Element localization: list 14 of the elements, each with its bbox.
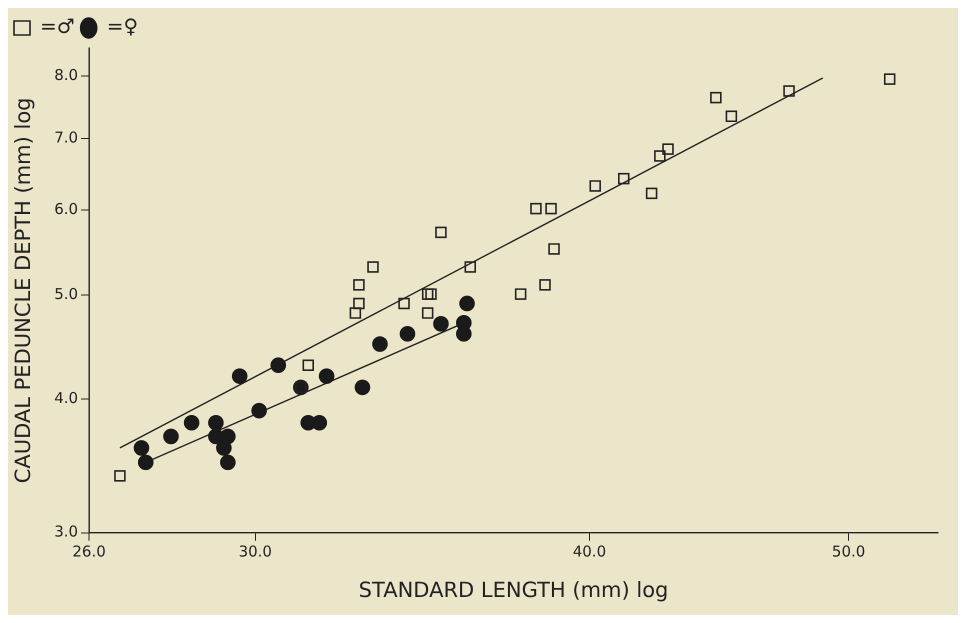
- y-axis-title: CAUDAL PEDUNCLE DEPTH (mm) log: [11, 97, 36, 484]
- y-tick-label: 5.0: [54, 284, 78, 303]
- y-tick-label: 7.0: [54, 128, 78, 146]
- y-tick-label: 6.0: [54, 200, 78, 218]
- legend-label: =♂: [40, 14, 75, 38]
- x-tick-label: 40.0: [572, 542, 606, 561]
- y-tick-label: 4.0: [54, 388, 78, 407]
- x-tick-label: 26.0: [72, 542, 106, 561]
- x-tick-label: 30.0: [238, 542, 272, 561]
- legend-label: =♀: [106, 14, 138, 38]
- x-tick-label: 50.0: [832, 542, 866, 561]
- y-tick-label: 8.0: [54, 66, 78, 84]
- y-tick-label: 3.0: [54, 522, 78, 541]
- x-axis-title: STANDARD LENGTH (mm) log: [358, 578, 668, 602]
